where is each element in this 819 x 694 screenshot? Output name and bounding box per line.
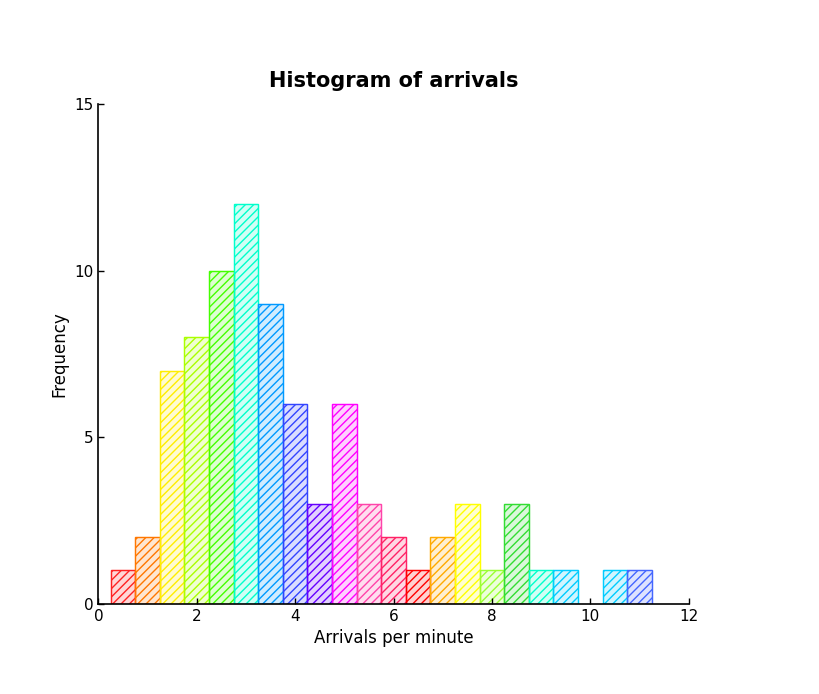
Bar: [479, 570, 504, 604]
Bar: [602, 570, 627, 604]
Bar: [504, 504, 528, 604]
Bar: [356, 504, 381, 604]
Bar: [528, 570, 553, 604]
Bar: [111, 570, 135, 604]
Bar: [430, 537, 455, 604]
Bar: [160, 371, 184, 604]
Bar: [233, 204, 258, 604]
Bar: [627, 570, 651, 604]
Bar: [135, 537, 160, 604]
Bar: [405, 570, 430, 604]
Bar: [332, 404, 356, 604]
Bar: [111, 570, 135, 604]
Bar: [405, 570, 430, 604]
Bar: [258, 304, 283, 604]
Bar: [332, 404, 356, 604]
Bar: [479, 570, 504, 604]
Y-axis label: Frequency: Frequency: [51, 311, 69, 397]
Bar: [283, 404, 307, 604]
Bar: [233, 204, 258, 604]
X-axis label: Arrivals per minute: Arrivals per minute: [314, 629, 473, 648]
Bar: [553, 570, 577, 604]
Bar: [455, 504, 479, 604]
Bar: [356, 504, 381, 604]
Bar: [602, 570, 627, 604]
Bar: [553, 570, 577, 604]
Bar: [627, 570, 651, 604]
Bar: [504, 504, 528, 604]
Bar: [307, 504, 332, 604]
Bar: [135, 537, 160, 604]
Bar: [258, 304, 283, 604]
Bar: [381, 537, 405, 604]
Bar: [184, 337, 209, 604]
Bar: [307, 504, 332, 604]
Bar: [455, 504, 479, 604]
Bar: [283, 404, 307, 604]
Bar: [528, 570, 553, 604]
Bar: [209, 271, 233, 604]
Bar: [430, 537, 455, 604]
Title: Histogram of arrivals: Histogram of arrivals: [269, 71, 518, 92]
Bar: [209, 271, 233, 604]
Bar: [184, 337, 209, 604]
Bar: [381, 537, 405, 604]
Bar: [160, 371, 184, 604]
